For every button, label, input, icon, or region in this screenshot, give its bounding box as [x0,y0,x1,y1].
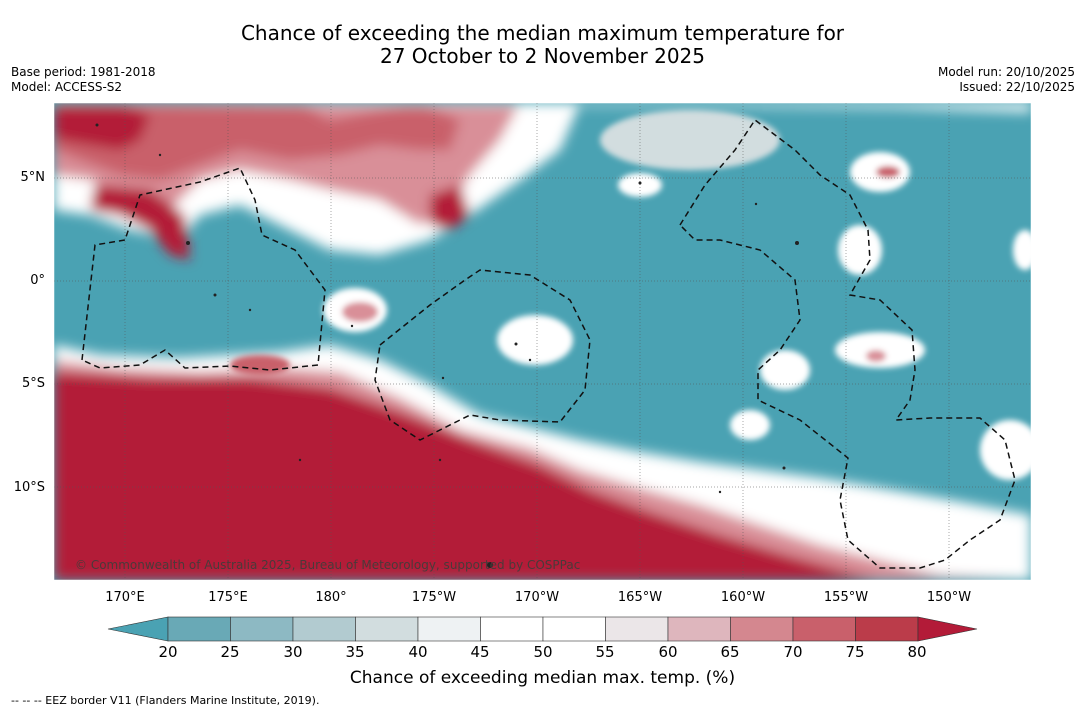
base-period-text: Base period: 1981-2018 [11,65,156,79]
colorbar-tick: 45 [470,643,490,661]
meta-left: Base period: 1981-2018 Model: ACCESS-S2 [11,65,156,95]
colorbar-segment [605,616,669,642]
colorbar-tick: 50 [533,643,553,661]
colorbar-segment [417,616,481,642]
colorbar-segment [480,616,544,642]
colorbar-tick: 30 [283,643,303,661]
x-tick-label: 170°E [105,590,145,605]
x-tick-label: 170°W [514,590,560,605]
x-tick-label: 175°W [411,590,457,605]
colorbar-tick: 40 [408,643,428,661]
colorbar-tick: 60 [658,643,678,661]
colorbar-segment [230,616,294,642]
eez-borders [81,118,1016,569]
colorbar-tick: 65 [720,643,740,661]
colorbar-tick: 55 [595,643,615,661]
model-run-text: Model run: 20/10/2025 [937,65,1075,79]
x-tick-label: 175°E [208,590,248,605]
x-tick-label: 155°W [823,590,869,605]
issued-text: Issued: 22/10/2025 [959,80,1075,94]
chart-title-line1: Chance of exceeding the median maximum t… [240,21,845,45]
colorbar-extend-low [107,616,169,642]
colorbar-tick: 20 [158,643,178,661]
colorbar-segment [667,616,731,642]
colorbar-tick: 25 [220,643,240,661]
y-tick-label: 5°N [20,170,46,185]
y-tick-label: 0° [30,273,45,288]
colorbar-segment [292,616,356,642]
colorbar-tick: 80 [907,643,927,661]
graticule [54,103,1031,580]
eez-legend: -- -- -- EEZ border V11 (Flanders Marine… [11,694,320,707]
x-tick-label: 165°W [617,590,663,605]
colorbar-label: Chance of exceeding median max. temp. (%… [349,668,736,688]
chart-title-line2: 27 October to 2 November 2025 [379,44,706,68]
colorbar-segment [855,616,919,642]
warm-band-south [54,345,1031,580]
colorbar-segment [355,616,419,642]
model-text: Model: ACCESS-S2 [11,80,123,94]
islands [95,123,799,568]
warm-band-north [54,103,1031,260]
colorbar-tick: 75 [845,643,865,661]
colorbar-segment [730,616,794,642]
colorbar-segment [542,616,606,642]
colorbar-segment [167,616,231,642]
x-tick-label: 160°W [720,590,766,605]
colorbar-tick: 35 [345,643,365,661]
neutral-patches [230,110,1031,480]
colorbar-extend-high [917,616,978,642]
meta-right: Model run: 20/10/2025 Issued: 22/10/2025 [938,65,1075,95]
x-tick-label: 150°W [926,590,972,605]
y-tick-label: 10°S [13,480,45,495]
x-tick-label: 180° [315,590,347,605]
colorbar-tick: 70 [783,643,803,661]
y-tick-label: 5°S [21,376,45,391]
copyright-notice: © Commonwealth of Australia 2025, Bureau… [75,558,581,572]
colorbar-segment [792,616,856,642]
